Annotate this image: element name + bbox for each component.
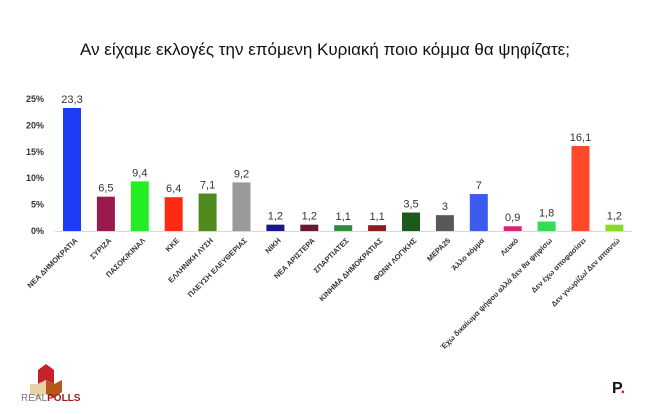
x-tick-label: ΣΥΡΙΖΑ (88, 236, 114, 262)
bar (571, 145, 590, 231)
chart-title: Αν είχαμε εκλογές την επόμενη Κυριακή πο… (80, 40, 570, 59)
bar (605, 224, 624, 231)
data-label: 1,1 (369, 211, 384, 223)
x-tick-label: Δεν γνωρίζω/ Δεν απαντώ (549, 236, 622, 309)
data-label: 9,4 (132, 167, 147, 179)
svg-text:REALPOLLS: REALPOLLS (21, 393, 81, 402)
data-label: 9,2 (234, 168, 249, 180)
bar (96, 196, 115, 231)
bar (368, 225, 387, 231)
bar (232, 182, 251, 231)
data-label: 1,2 (302, 211, 317, 223)
bar (130, 181, 149, 231)
y-tick-label: 10% (26, 173, 44, 183)
data-label: 1,2 (607, 211, 622, 223)
y-tick-label: 5% (31, 200, 44, 210)
bar (435, 215, 454, 231)
data-label: 3 (442, 201, 448, 213)
bar (402, 212, 420, 231)
x-tick-label: Λευκό (499, 236, 521, 258)
y-tick-label: 0% (31, 226, 44, 236)
y-tick-label: 25% (26, 94, 44, 104)
x-tick-label: ΝΕΑ ΔΗΜΟΚΡΑΤΙΑ (25, 236, 79, 290)
x-tick-label: ΝΙΚΗ (263, 236, 282, 255)
bar (63, 107, 81, 231)
x-tick-label: ΜΕΡΑ25 (425, 236, 452, 263)
data-label: 7,1 (200, 180, 215, 192)
x-tick-label: Έχω δικαίωμα ψήφου αλλά δεν θα ψηφίσω (439, 236, 555, 352)
bar (300, 224, 319, 231)
data-label: 1,8 (539, 207, 554, 219)
data-label: 16,1 (570, 132, 591, 144)
data-label: 1,2 (268, 211, 283, 223)
data-label: 6,4 (166, 183, 181, 195)
x-tick-label: Άλλο κόμμα (450, 236, 487, 273)
data-label: 3,5 (403, 199, 418, 211)
data-label: 0,9 (505, 212, 520, 224)
y-tick-label: 20% (26, 120, 44, 130)
data-label: 1,1 (336, 211, 351, 223)
bar (198, 193, 217, 231)
data-label: 23,3 (61, 94, 82, 106)
x-tick-label: ΚΚΕ (164, 236, 182, 254)
x-tick-label: ΠΛΕΥΣΗ ΕΛΕΥΘΕΡΙΑΣ (186, 236, 249, 299)
bar (537, 221, 556, 231)
data-label: 7 (476, 180, 482, 192)
x-tick-label: ΚΙΝΗΜΑ ΔΗΜΟΚΡΑΤΙΑΣ (317, 236, 384, 303)
bar (164, 197, 183, 231)
bar (266, 224, 285, 231)
data-label: 6,5 (98, 183, 113, 195)
bar (469, 194, 488, 231)
publisher-logo: P. (612, 380, 626, 397)
y-tick-label: 15% (26, 147, 44, 157)
realpolls-logo: REALPOLLS (18, 362, 88, 407)
bar (503, 226, 522, 231)
bar (334, 225, 353, 231)
